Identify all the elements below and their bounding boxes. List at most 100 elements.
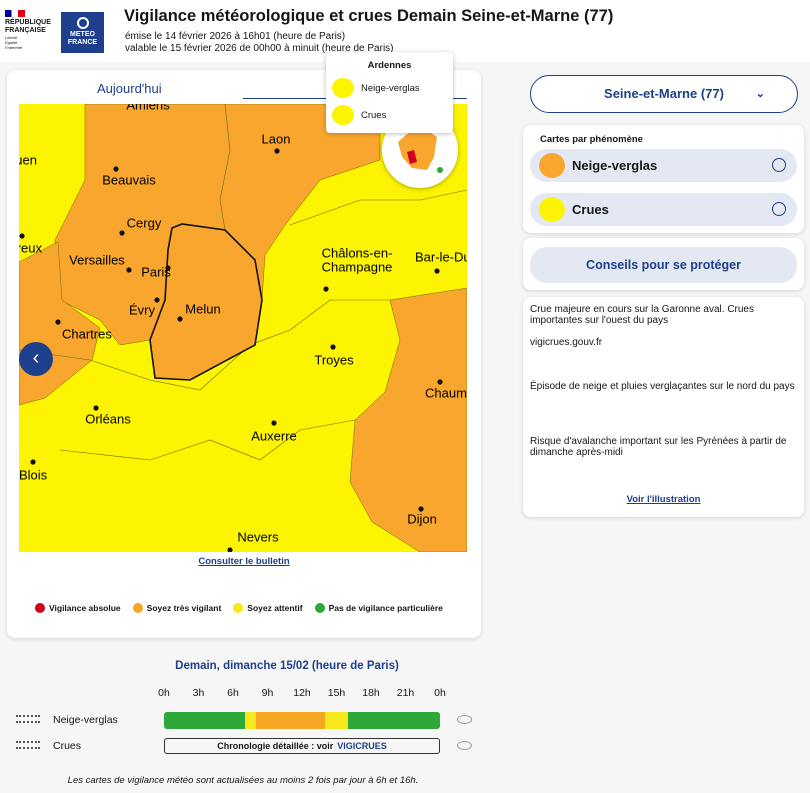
seine-et-marne: [149, 223, 263, 381]
legend: Vigilance absolue Soyez très vigilant Soye…: [35, 603, 443, 613]
city-dot: [434, 268, 440, 274]
logo-motto: Liberté Égalité Fraternité: [5, 35, 23, 50]
city-dot: [271, 420, 277, 426]
city-label: Champagne: [322, 259, 393, 274]
radio[interactable]: [772, 158, 786, 172]
city-dot: [154, 297, 160, 303]
legend-item: Vigilance absolue: [35, 603, 121, 613]
city-dot: [437, 379, 443, 385]
city-label: Blois: [19, 467, 48, 482]
city-label: Bar-le-Duc: [415, 249, 467, 264]
info-text: vigicrues.gouv.fr: [530, 337, 603, 348]
info-text: Épisode de neige et pluies verglaçantes …: [530, 381, 795, 392]
legend-label: Vigilance absolue: [49, 603, 121, 613]
city-label: Orléans: [85, 411, 131, 426]
tab[interactable]: Aujourd'hui: [97, 81, 162, 96]
advice-card: Conseils pour se protéger: [523, 238, 804, 290]
row-icon: [16, 715, 40, 723]
row-label: Neige-verglas: [53, 714, 118, 726]
city-dot: [30, 459, 36, 465]
legend-dot: [132, 603, 143, 613]
prev-button[interactable]: ‹: [19, 342, 53, 376]
popup-item: Crues: [361, 110, 387, 121]
minimap-svg: [398, 127, 443, 173]
timeline: 0h 3h 6h 9h 12h 15h 18h 21h 0h Neige-verglas Crues…: [0, 680, 574, 765]
bulletin-link[interactable]: Consulter le bulletin: [198, 556, 290, 567]
phenomenon-name: Crues: [572, 202, 609, 217]
city-label: Paris: [141, 264, 171, 279]
region: [349, 287, 467, 552]
logo-republique: RÉPUBLIQUE FRANÇAISE: [5, 19, 51, 34]
timeline-segment: [256, 712, 325, 729]
popup-item: Neige-verglas: [361, 83, 420, 94]
map-layer: Amiens Laon Rouen Beauvais Cergy Évreux Versai…: [19, 104, 467, 552]
city-label: Versailles: [69, 252, 125, 267]
hour-label: 21h: [396, 687, 415, 699]
phenomenon-option[interactable]: Neige-verglas: [530, 149, 797, 182]
timeline-segment: [244, 712, 256, 729]
radio[interactable]: [772, 202, 786, 216]
info-text: Risque d'avalanche important sur les Pyr…: [530, 436, 787, 458]
city-label: Nevers: [237, 529, 279, 544]
city-label: Amiens: [126, 104, 170, 112]
logo-rf: RÉPUBLIQUE FRANÇAISE Liberté Égalité Fra…: [5, 10, 55, 50]
city-label: Cergy: [127, 215, 162, 230]
icon: [539, 153, 565, 178]
legend-label: Soyez très vigilant: [146, 603, 222, 613]
info-card: Crue majeure en cours sur la Garonne ava…: [523, 297, 804, 517]
city-label: Auxerre: [251, 428, 297, 443]
phenomenon-option[interactable]: Crues: [530, 193, 797, 226]
city-label: Évry: [129, 302, 156, 317]
corse: [437, 167, 443, 173]
legend-label: Pas de vigilance particulière: [328, 603, 443, 613]
hour-label: 18h: [362, 687, 380, 699]
popup-icon: [332, 105, 354, 125]
city-label: Melun: [185, 301, 220, 316]
border: [289, 189, 467, 226]
info-text: Crue majeure en cours sur la Garonne ava…: [530, 304, 754, 326]
city-label: Chartres: [62, 326, 112, 341]
page-title: Vigilance météorologique et crues Demain…: [124, 7, 614, 25]
map: Amiens Laon Rouen Beauvais Cergy Évreux Versai…: [19, 104, 467, 552]
timeline-bar: [164, 712, 440, 729]
phenomenon-name: Neige-verglas: [572, 158, 658, 173]
city-dot: [113, 166, 119, 172]
logo-meteo: METEO FRANCE: [61, 12, 104, 53]
advice-button[interactable]: Conseils pour se protéger: [530, 247, 797, 283]
phenomena-title: Cartes par phénomène: [540, 134, 643, 145]
city-dot: [418, 506, 424, 512]
department-select[interactable]: Seine-et-Marne (77) ⌄: [530, 75, 798, 113]
city-label: Dijon: [407, 511, 437, 526]
legend-item: Soyez attentif: [233, 603, 303, 613]
popup-title: Ardennes: [367, 60, 412, 71]
legend-label: Soyez attentif: [247, 603, 303, 613]
row-icon: [16, 741, 40, 749]
header: RÉPUBLIQUE FRANÇAISE Liberté Égalité Fra…: [0, 0, 810, 62]
link: VIGICRUES: [337, 741, 387, 751]
legend-item: Pas de vigilance particulière: [314, 603, 443, 613]
popup-icon: [332, 78, 354, 98]
city-dot: [119, 230, 125, 236]
vigicrues-link[interactable]: Chronologie détaillée : voir VIGICRUES: [164, 738, 440, 754]
valid: valable le 15 février 2026 de 00h00 à mi…: [125, 43, 394, 54]
france-south: [407, 150, 417, 164]
timeline-segment: [348, 712, 440, 729]
illustration-link[interactable]: Voir l'illustration: [626, 494, 701, 505]
city-dot: [165, 265, 171, 271]
city-dot: [177, 316, 183, 322]
row-label: Crues: [53, 740, 82, 752]
city-label: Chaumont: [425, 385, 467, 400]
city-dot: [227, 547, 233, 552]
logo-meteo-text: METEO FRANCE: [67, 31, 98, 46]
note: Chronologie détaillée : voir: [217, 741, 334, 751]
hour-label: 9h: [261, 687, 274, 699]
city-dot: [274, 148, 280, 154]
city-label: Évreux: [19, 240, 42, 255]
city-label: Troyes: [314, 352, 354, 367]
map-card: Aujourd'hui Amiens Laon Rouen Beauvais Cergy…: [7, 52, 481, 638]
hour-label: 12h: [293, 687, 311, 699]
city-label: Rouen: [19, 152, 37, 167]
timeline-segment: [325, 712, 348, 729]
city-label: Beauvais: [102, 172, 156, 187]
